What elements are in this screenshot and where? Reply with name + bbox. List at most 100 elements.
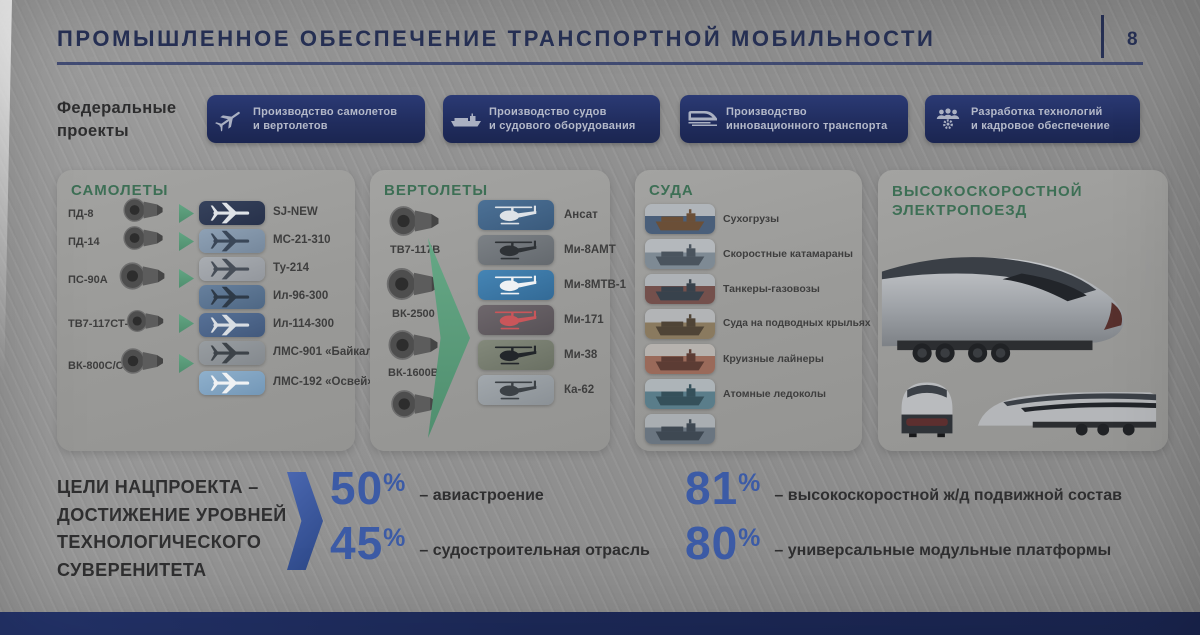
ship-photo (645, 239, 715, 269)
airplane-model-label: ЛМС-192 «Освей» (273, 376, 374, 388)
card-ships: СУДА Сухогрузы Скоростные катамараны Тан… (635, 170, 871, 451)
helicopter-model-label: Ми-171 (564, 314, 604, 326)
ship-photo (645, 309, 715, 339)
page-number: 8 (1127, 29, 1138, 50)
airplane-photo (199, 257, 265, 281)
airplane-model-label: ЛМС-901 «Байкал» (273, 346, 380, 358)
helicopter-model-label: Ансат (564, 209, 598, 221)
card-helicopters: ВЕРТОЛЕТЫ ТВ7-117В ВК-2500 ВК-1600В Анса… (370, 170, 626, 451)
airplane-photo (199, 341, 265, 365)
helicopter-photo (478, 340, 554, 370)
airplane-photo (199, 285, 265, 309)
team-gear-icon (925, 107, 971, 131)
airplane-photo (199, 371, 265, 395)
goals-heading-line2: ДОСТИЖЕНИЕ УРОВНЕЙ (57, 504, 287, 525)
stat-label: – судостроительная отрасль (419, 542, 650, 559)
card-train-title-line1: ВЫСОКОСКОРОСТНОЙ (892, 183, 1083, 200)
airplane-model-label: МС-21-310 (273, 234, 331, 246)
engine-label: ТВ7-117В (390, 244, 441, 256)
engine-image (115, 260, 169, 292)
airplane-icon (207, 106, 253, 132)
helicopter-model-label: Ми-8МТВ-1 (564, 279, 627, 291)
airplane-model-label: Ил-114-300 (273, 318, 334, 330)
helicopter-photo (478, 270, 554, 300)
engine-label: ТВ7-117СТ-01 (68, 318, 141, 330)
ship-type-label: Сухогрузы (723, 213, 780, 225)
federal-projects-label: Федеральные проекты (57, 97, 176, 143)
badge-label: Производство самолетов и вертолетов (253, 105, 403, 133)
card-train-title: ВЫСОКОСКОРОСТНОЙ ЭЛЕКТРОПОЕЗД (892, 182, 1083, 220)
engine-label: ВК-2500 (392, 308, 435, 320)
train-side-photo (977, 391, 1157, 436)
helicopter-photo (478, 305, 554, 335)
ship-photo (645, 379, 715, 409)
engine-image (119, 224, 167, 252)
ship-photo (645, 344, 715, 374)
stat-aviation: 50% – авиастроение (330, 462, 544, 514)
engine-image (117, 346, 167, 376)
airplane-photo (199, 313, 265, 337)
helicopter-photo (478, 375, 554, 405)
badge-ship-production: Производство судов и судового оборудован… (443, 95, 660, 143)
card-helicopters-title: ВЕРТОЛЕТЫ (384, 182, 489, 199)
card-airplanes-title: САМОЛЕТЫ (71, 182, 169, 199)
engine-image (119, 196, 167, 224)
bottom-bar (0, 612, 1200, 635)
page-number-divider (1101, 15, 1104, 58)
card-airplanes: САМОЛЕТЫ ПД-8 ПД-14 ПС-90А ТВ7-117СТ-01 … (57, 170, 379, 451)
goals-heading-line4: СУВЕРЕНИТЕТА (57, 559, 207, 580)
title-underline (57, 62, 1143, 65)
ship-icon (443, 106, 489, 133)
arrow-right-icon (179, 314, 194, 333)
stat-label: – высокоскоростной ж/д подвижной состав (774, 487, 1122, 504)
federal-projects-label-line2: проекты (57, 122, 129, 140)
stat-modular-platforms: 80% – универсальные модульные платформы (685, 517, 1112, 569)
engine-image (123, 308, 167, 334)
stat-unit: % (738, 524, 761, 552)
card-ships-title: СУДА (649, 182, 694, 199)
badge-label-line2: и кадровое обеспечение (971, 120, 1110, 132)
engine-label: ПД-14 (68, 236, 100, 248)
badge-innovative-transport: Производство инновационного транспорта (680, 95, 908, 143)
stat-highspeed-rail: 81% – высокоскоростной ж/д подвижной сос… (685, 462, 1122, 514)
goals-heading: ЦЕЛИ НАЦПРОЕКТА – ДОСТИЖЕНИЕ УРОВНЕЙ ТЕХ… (57, 474, 287, 584)
airplane-photo (199, 229, 265, 253)
stat-value: 50 (330, 462, 384, 514)
airplane-model-label: SJ-NEW (273, 206, 318, 218)
ship-type-label: Танкеры-газовозы (723, 283, 820, 295)
engine-label: ВК-1600В (388, 367, 439, 379)
badge-label-line2: и вертолетов (253, 120, 328, 132)
airplane-model-label: Ил-96-300 (273, 290, 329, 302)
stat-label: – универсальные модульные платформы (774, 542, 1112, 559)
goals-heading-line1: ЦЕЛИ НАЦПРОЕКТА – (57, 477, 259, 497)
stat-value: 45 (330, 517, 384, 569)
ship-type-label: Скоростные катамараны (723, 248, 853, 260)
stat-value: 80 (685, 517, 739, 569)
helicopter-model-label: Ка-62 (564, 384, 595, 396)
goals-heading-line3: ТЕХНОЛОГИЧЕСКОГО (57, 532, 262, 552)
badge-label: Производство инновационного транспорта (726, 105, 893, 133)
engine-image (385, 326, 441, 364)
badge-label-line2: инновационного транспорта (726, 120, 888, 132)
stat-value: 81 (685, 462, 739, 514)
helicopter-model-label: Ми-38 (564, 349, 598, 361)
arrow-right-icon (179, 269, 194, 288)
badge-label-line1: Производство (726, 106, 807, 118)
helicopter-model-label: Ми-8АМТ (564, 244, 616, 256)
engine-label: ПС-90А (68, 274, 108, 286)
stat-label: – авиастроение (419, 487, 544, 504)
stat-unit: % (383, 469, 406, 497)
arrow-right-icon (179, 232, 194, 251)
arrow-right-icon (179, 204, 194, 223)
ship-type-label: Круизные лайнеры (723, 353, 824, 365)
badge-label-line1: Производство самолетов (253, 106, 398, 118)
badge-label-line1: Производство судов (489, 106, 607, 118)
federal-projects-label-line1: Федеральные (57, 99, 177, 117)
train-nose-photo (881, 257, 1124, 363)
train-icon (680, 108, 726, 130)
ship-type-label: Атомные ледоколы (723, 388, 826, 400)
train-front-photo (901, 382, 953, 438)
stat-shipbuilding: 45% – судостроительная отрасль (330, 517, 650, 569)
page-title: ПРОМЫШЛЕННОЕ ОБЕСПЕЧЕНИЕ ТРАНСПОРТНОЙ МО… (57, 26, 936, 51)
